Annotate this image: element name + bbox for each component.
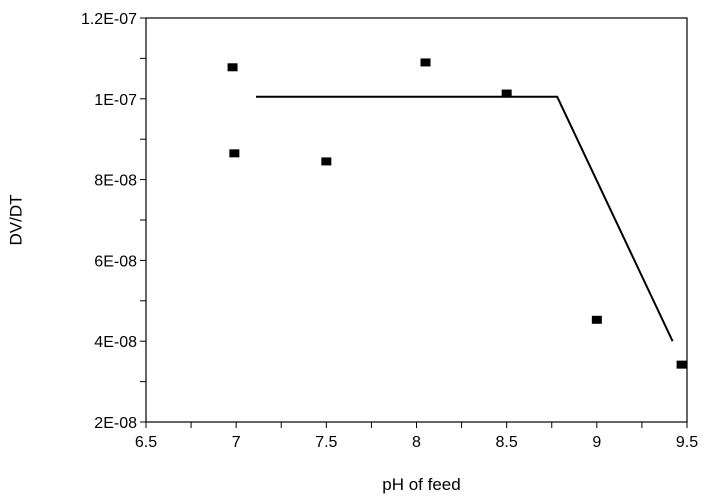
x-tick-label: 6.5 bbox=[135, 434, 157, 451]
x-tick-label: 7 bbox=[232, 434, 241, 451]
x-axis-title: pH of feed bbox=[382, 475, 460, 494]
y-tick-label: 2E-08 bbox=[94, 415, 137, 432]
data-point bbox=[501, 89, 512, 98]
x-tick-label: 7.5 bbox=[315, 434, 337, 451]
data-point bbox=[321, 157, 332, 166]
y-tick-label: 6E-08 bbox=[94, 253, 137, 270]
x-tick-label: 8.5 bbox=[496, 434, 518, 451]
y-tick-label: 4E-08 bbox=[94, 334, 137, 351]
y-tick-label: 8E-08 bbox=[94, 173, 137, 190]
data-point bbox=[227, 63, 238, 72]
data-point bbox=[591, 315, 602, 324]
x-tick-label: 8 bbox=[412, 434, 421, 451]
trend-line bbox=[256, 95, 674, 342]
y-axis-title: DV/DT bbox=[7, 195, 26, 246]
data-point bbox=[229, 149, 240, 158]
data-point bbox=[420, 58, 431, 67]
x-tick-label: 9.5 bbox=[676, 434, 698, 451]
x-tick-label: 9 bbox=[592, 434, 601, 451]
plot-area-border bbox=[145, 17, 688, 423]
y-tick-label: 1E-07 bbox=[94, 92, 137, 109]
y-tick-label: 1.2E-07 bbox=[81, 11, 137, 28]
data-point bbox=[676, 360, 687, 369]
